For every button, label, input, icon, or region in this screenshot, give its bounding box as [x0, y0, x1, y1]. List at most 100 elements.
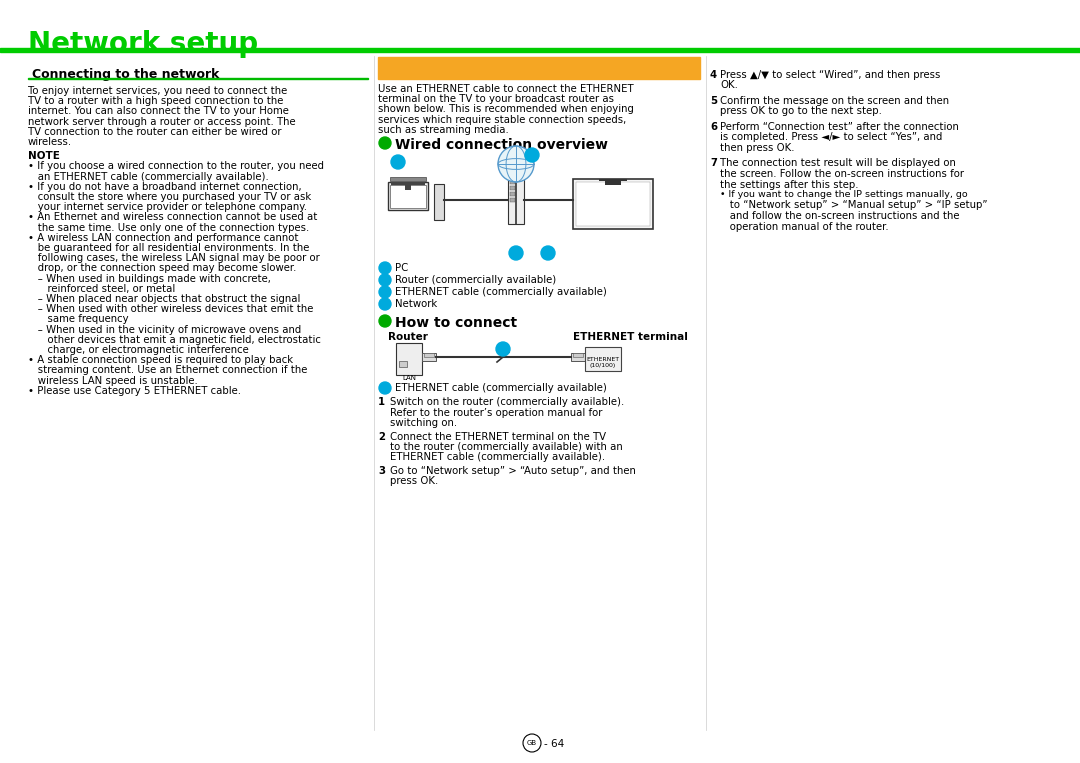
Text: drop, or the connection speed may become slower.: drop, or the connection speed may become… — [28, 263, 296, 273]
Text: • An Ethernet and wireless connection cannot be used at: • An Ethernet and wireless connection ca… — [28, 212, 318, 222]
Bar — [573, 353, 583, 357]
Bar — [599, 179, 627, 181]
Text: is completed. Press ◄/► to select “Yes”, and: is completed. Press ◄/► to select “Yes”,… — [720, 133, 943, 143]
Text: • A wireless LAN connection and performance cannot: • A wireless LAN connection and performa… — [28, 233, 298, 243]
Text: • If you do not have a broadband internet connection,: • If you do not have a broadband interne… — [28, 182, 301, 192]
Text: 3: 3 — [382, 288, 388, 297]
Text: streaming content. Use an Ethernet connection if the: streaming content. Use an Ethernet conne… — [28, 365, 308, 375]
Text: 1: 1 — [500, 345, 507, 354]
Text: 1: 1 — [382, 264, 388, 273]
Text: press OK to go to the next step.: press OK to go to the next step. — [720, 107, 882, 117]
Text: PC: PC — [395, 263, 408, 273]
Text: Refer to the router’s operation manual for: Refer to the router’s operation manual f… — [390, 407, 603, 417]
Text: Perform “Connection test” after the connection: Perform “Connection test” after the conn… — [720, 122, 959, 132]
Bar — [510, 180, 515, 184]
Text: – When used in the vicinity of microwave ovens and: – When used in the vicinity of microwave… — [28, 324, 301, 335]
Text: network server through a router or access point. The: network server through a router or acces… — [28, 117, 296, 127]
Text: – When placed near objects that obstruct the signal: – When placed near objects that obstruct… — [28, 294, 300, 304]
Bar — [405, 185, 411, 190]
Bar — [0, 48, 1080, 52]
Text: Wired installation: Wired installation — [386, 62, 511, 75]
Text: same frequency: same frequency — [28, 314, 129, 324]
Text: wireless.: wireless. — [28, 137, 72, 147]
Text: your internet service provider or telephone company.: your internet service provider or teleph… — [28, 202, 307, 212]
Bar — [396, 343, 422, 375]
Circle shape — [379, 315, 391, 327]
Text: the settings after this step.: the settings after this step. — [720, 179, 859, 189]
Bar — [508, 176, 524, 224]
Bar — [424, 353, 434, 357]
Text: 3: 3 — [545, 249, 551, 258]
Bar — [378, 57, 700, 79]
Bar — [399, 361, 407, 367]
Bar — [422, 353, 436, 361]
Text: reinforced steel, or metal: reinforced steel, or metal — [28, 284, 175, 294]
Text: 4: 4 — [710, 70, 717, 80]
Text: be guaranteed for all residential environments. In the: be guaranteed for all residential enviro… — [28, 243, 309, 253]
Text: Confirm the message on the screen and then: Confirm the message on the screen and th… — [720, 96, 949, 106]
Circle shape — [391, 155, 405, 169]
Text: press OK.: press OK. — [390, 477, 438, 487]
Text: the screen. Follow the on-screen instructions for: the screen. Follow the on-screen instruc… — [720, 169, 964, 179]
Bar — [434, 184, 444, 220]
Text: 3: 3 — [378, 466, 384, 476]
Text: Router: Router — [388, 332, 428, 342]
Text: ETHERNET cable (commercially available): ETHERNET cable (commercially available) — [395, 287, 607, 297]
Text: TV connection to the router can either be wired or: TV connection to the router can either b… — [28, 127, 282, 137]
Text: and follow the on-screen instructions and the: and follow the on-screen instructions an… — [720, 211, 959, 221]
Text: 1: 1 — [378, 397, 386, 407]
Text: NOTE: NOTE — [28, 151, 59, 161]
Circle shape — [379, 286, 391, 298]
Text: 4: 4 — [529, 151, 536, 160]
Text: terminal on the TV to your broadcast router as: terminal on the TV to your broadcast rou… — [378, 94, 615, 105]
Bar — [573, 179, 653, 229]
Text: Router (commercially available): Router (commercially available) — [395, 275, 556, 285]
Circle shape — [379, 262, 391, 274]
Text: wireless LAN speed is unstable.: wireless LAN speed is unstable. — [28, 375, 198, 385]
Text: Wired connection overview: Wired connection overview — [395, 138, 608, 152]
Text: LAN: LAN — [402, 375, 416, 381]
Circle shape — [379, 137, 391, 149]
Text: 7: 7 — [710, 159, 717, 169]
Text: operation manual of the router.: operation manual of the router. — [720, 221, 889, 231]
Text: shown below. This is recommended when enjoying: shown below. This is recommended when en… — [378, 105, 634, 114]
Text: charge, or electromagnetic interference: charge, or electromagnetic interference — [28, 345, 248, 355]
Text: 6: 6 — [710, 122, 717, 132]
Bar — [390, 177, 426, 181]
Text: TV to a router with a high speed connection to the: TV to a router with a high speed connect… — [28, 96, 283, 106]
Text: • If you want to change the IP settings manually, go: • If you want to change the IP settings … — [720, 190, 968, 199]
Text: Connect the ETHERNET terminal on the TV: Connect the ETHERNET terminal on the TV — [390, 432, 606, 442]
Text: To enjoy internet services, you need to connect the: To enjoy internet services, you need to … — [28, 86, 287, 96]
Text: Press ▲/▼ to select “Wired”, and then press: Press ▲/▼ to select “Wired”, and then pr… — [720, 70, 941, 80]
Text: Connecting to the network: Connecting to the network — [32, 68, 219, 81]
Circle shape — [379, 298, 391, 310]
Text: other devices that emit a magnetic field, electrostatic: other devices that emit a magnetic field… — [28, 335, 321, 345]
Text: 1: 1 — [395, 158, 401, 167]
Text: OK.: OK. — [720, 81, 738, 91]
Circle shape — [509, 246, 523, 260]
Bar — [605, 180, 621, 185]
Bar — [391, 182, 426, 185]
Bar — [510, 198, 515, 202]
Text: an ETHERNET cable (commercially available).: an ETHERNET cable (commercially availabl… — [28, 172, 269, 182]
Text: 5: 5 — [710, 96, 717, 106]
Text: to the router (commercially available) with an: to the router (commercially available) w… — [390, 442, 623, 452]
Text: 1: 1 — [382, 384, 388, 393]
Text: The connection test result will be displayed on: The connection test result will be displ… — [720, 159, 956, 169]
Text: services which require stable connection speeds,: services which require stable connection… — [378, 114, 626, 124]
Text: Switch on the router (commercially available).: Switch on the router (commercially avail… — [390, 397, 624, 407]
Text: then press OK.: then press OK. — [720, 143, 795, 153]
Text: the same time. Use only one of the connection types.: the same time. Use only one of the conne… — [28, 223, 309, 233]
Circle shape — [496, 342, 510, 356]
Circle shape — [379, 382, 391, 394]
Text: GB: GB — [527, 740, 537, 746]
Text: Network setup: Network setup — [28, 30, 258, 58]
Circle shape — [379, 274, 391, 286]
Text: such as streaming media.: such as streaming media. — [378, 125, 509, 135]
Text: ETHERNET terminal: ETHERNET terminal — [573, 332, 688, 342]
Circle shape — [541, 246, 555, 260]
Text: How to connect: How to connect — [395, 316, 517, 330]
Text: • A stable connection speed is required to play back: • A stable connection speed is required … — [28, 356, 293, 365]
Bar — [510, 192, 515, 196]
Text: Use an ETHERNET cable to connect the ETHERNET: Use an ETHERNET cable to connect the ETH… — [378, 84, 634, 94]
